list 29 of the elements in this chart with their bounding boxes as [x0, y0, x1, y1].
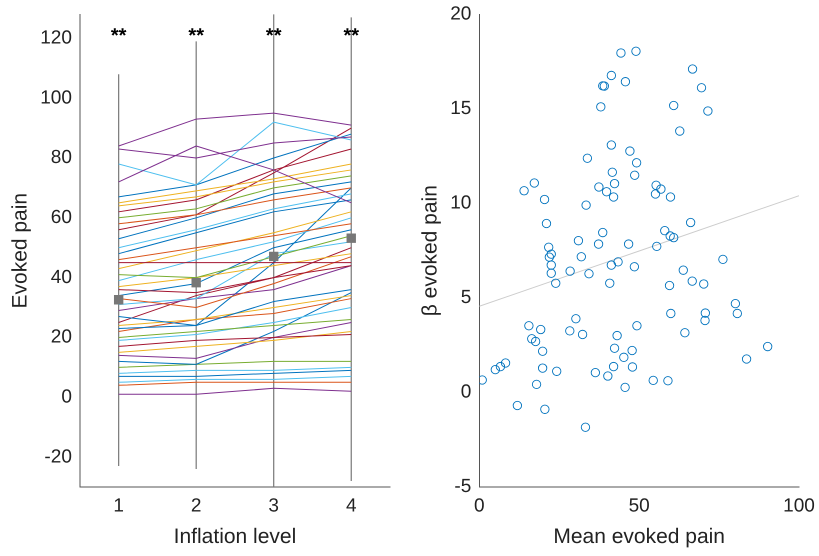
y-tick-label: 0 — [61, 386, 72, 408]
x-tick-label: 100 — [783, 496, 815, 517]
y-tick-label: 5 — [460, 287, 472, 308]
x-tick-label: 1 — [113, 496, 124, 517]
x-tick-label: 0 — [474, 496, 485, 517]
y-tick-label: 60 — [50, 207, 72, 228]
y-tick-label: 40 — [50, 266, 72, 288]
x-axis-title: Mean evoked pain — [553, 525, 725, 548]
y-tick-label: 20 — [450, 4, 472, 25]
x-axis-title: Inflation level — [174, 525, 296, 548]
annotation: ** — [110, 24, 127, 47]
y-tick-label: 0 — [460, 382, 472, 403]
x-tick-label: 50 — [628, 496, 650, 517]
annotation: ** — [343, 24, 360, 47]
y-axis-title: Evoked pain — [8, 192, 32, 308]
y-tick-label: -5 — [454, 476, 472, 498]
annotation: ** — [266, 24, 282, 47]
annotation: ** — [188, 24, 204, 47]
y-tick-label: 100 — [40, 87, 72, 108]
x-tick-label: 3 — [268, 496, 279, 517]
y-tick-label: 120 — [40, 28, 72, 49]
y-axis-title: β evoked pain — [418, 185, 442, 316]
y-tick-label: 10 — [450, 192, 472, 214]
y-tick-label: 80 — [50, 147, 72, 168]
y-tick-label: 15 — [450, 98, 472, 120]
x-tick-label: 2 — [190, 496, 202, 517]
y-tick-label: -20 — [44, 446, 72, 468]
y-tick-label: 20 — [50, 326, 72, 348]
x-tick-label: 4 — [346, 496, 357, 517]
